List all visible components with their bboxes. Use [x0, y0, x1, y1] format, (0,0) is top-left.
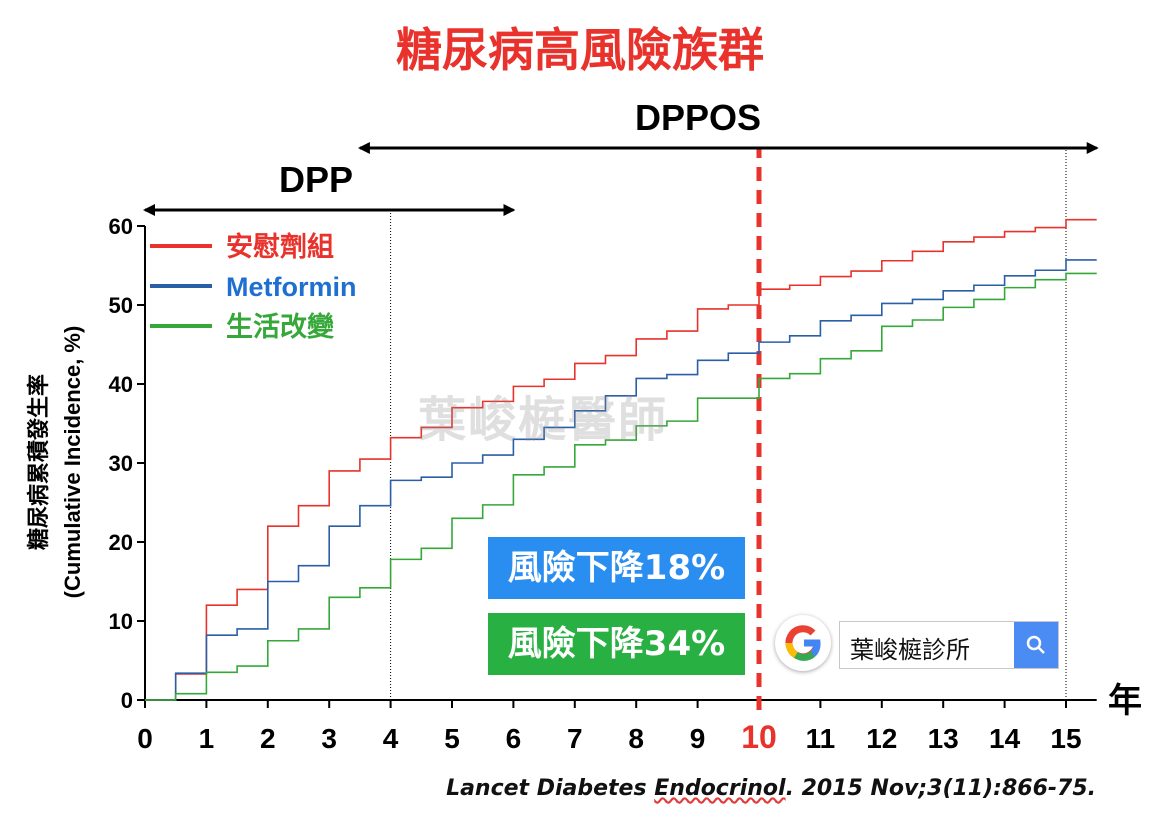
legend-label: Metformin: [226, 272, 357, 302]
y-tick-label: 40: [109, 372, 133, 397]
period-label-dppos: DPPOS: [635, 97, 761, 138]
x-tick-label: 13: [928, 723, 959, 754]
axis-labels: 糖尿病累積發生率 (Cumulative Incidence, %) 年: [26, 326, 1142, 720]
lifestyle-reduction-badge: 風險下降34%: [488, 613, 745, 675]
search-button[interactable]: [1014, 622, 1058, 668]
chart-legend: 安慰劑組 Metformin 生活改變: [150, 231, 357, 342]
chart-series: [145, 218, 1097, 701]
search-icon: [1026, 635, 1045, 654]
x-tick-label: 12: [866, 723, 897, 754]
x-tick-label: 2: [260, 723, 276, 754]
search-widget[interactable]: 葉峻榳診所: [775, 615, 1060, 673]
google-logo-icon: [775, 615, 831, 671]
x-tick-label: 3: [321, 723, 337, 754]
x-tick-label: 14: [989, 723, 1021, 754]
y-tick-label: 60: [109, 214, 133, 239]
x-tick-label: 5: [444, 723, 460, 754]
series-line: [145, 272, 1097, 701]
x-tick-label: 15: [1050, 723, 1081, 754]
x-tick-label-highlight: 10: [741, 719, 777, 755]
x-tick-label: 4: [383, 723, 399, 754]
citation-journal-word: Endocrinol: [654, 776, 786, 801]
y-axis-label-zh: 糖尿病累積發生率: [26, 374, 51, 550]
page-title: 糖尿病高風險族群: [396, 23, 764, 77]
x-tick-label: 7: [567, 723, 583, 754]
search-query: 葉峻榳診所: [850, 636, 970, 664]
y-axis-label-en: (Cumulative Incidence, %): [60, 326, 85, 599]
metformin-reduction-badge: 風險下降18%: [488, 537, 745, 599]
y-tick-label: 30: [109, 451, 133, 476]
x-tick-label: 9: [690, 723, 706, 754]
citation-suffix: . 2015 Nov;3(11):866-75.: [785, 776, 1096, 801]
y-tick-label: 10: [109, 609, 133, 634]
y-tick-label: 20: [109, 530, 133, 555]
x-tick-label: 11: [806, 723, 836, 754]
x-tick-label: 6: [506, 723, 522, 754]
legend-label: 生活改變: [226, 311, 335, 342]
study-period-arrows: DPP DPPOS: [143, 97, 1099, 216]
citation: Lancet Diabetes Endocrinol. 2015 Nov;3(1…: [446, 776, 1096, 801]
series-line: [145, 259, 1097, 701]
period-label-dpp: DPP: [279, 159, 353, 200]
x-tick-label: 0: [137, 723, 153, 754]
x-tick-label: 8: [628, 723, 644, 754]
y-tick-label: 0: [121, 688, 133, 713]
watermark-text: 葉峻榳醫師: [418, 392, 669, 448]
search-input[interactable]: 葉峻榳診所: [839, 621, 1059, 669]
legend-label: 安慰劑組: [226, 231, 334, 262]
x-axis-label: 年: [1108, 682, 1142, 720]
x-tick-label: 1: [199, 723, 215, 754]
series-line: [145, 218, 1097, 701]
y-tick-label: 50: [109, 293, 133, 318]
citation-prefix: Lancet Diabetes: [446, 776, 655, 801]
